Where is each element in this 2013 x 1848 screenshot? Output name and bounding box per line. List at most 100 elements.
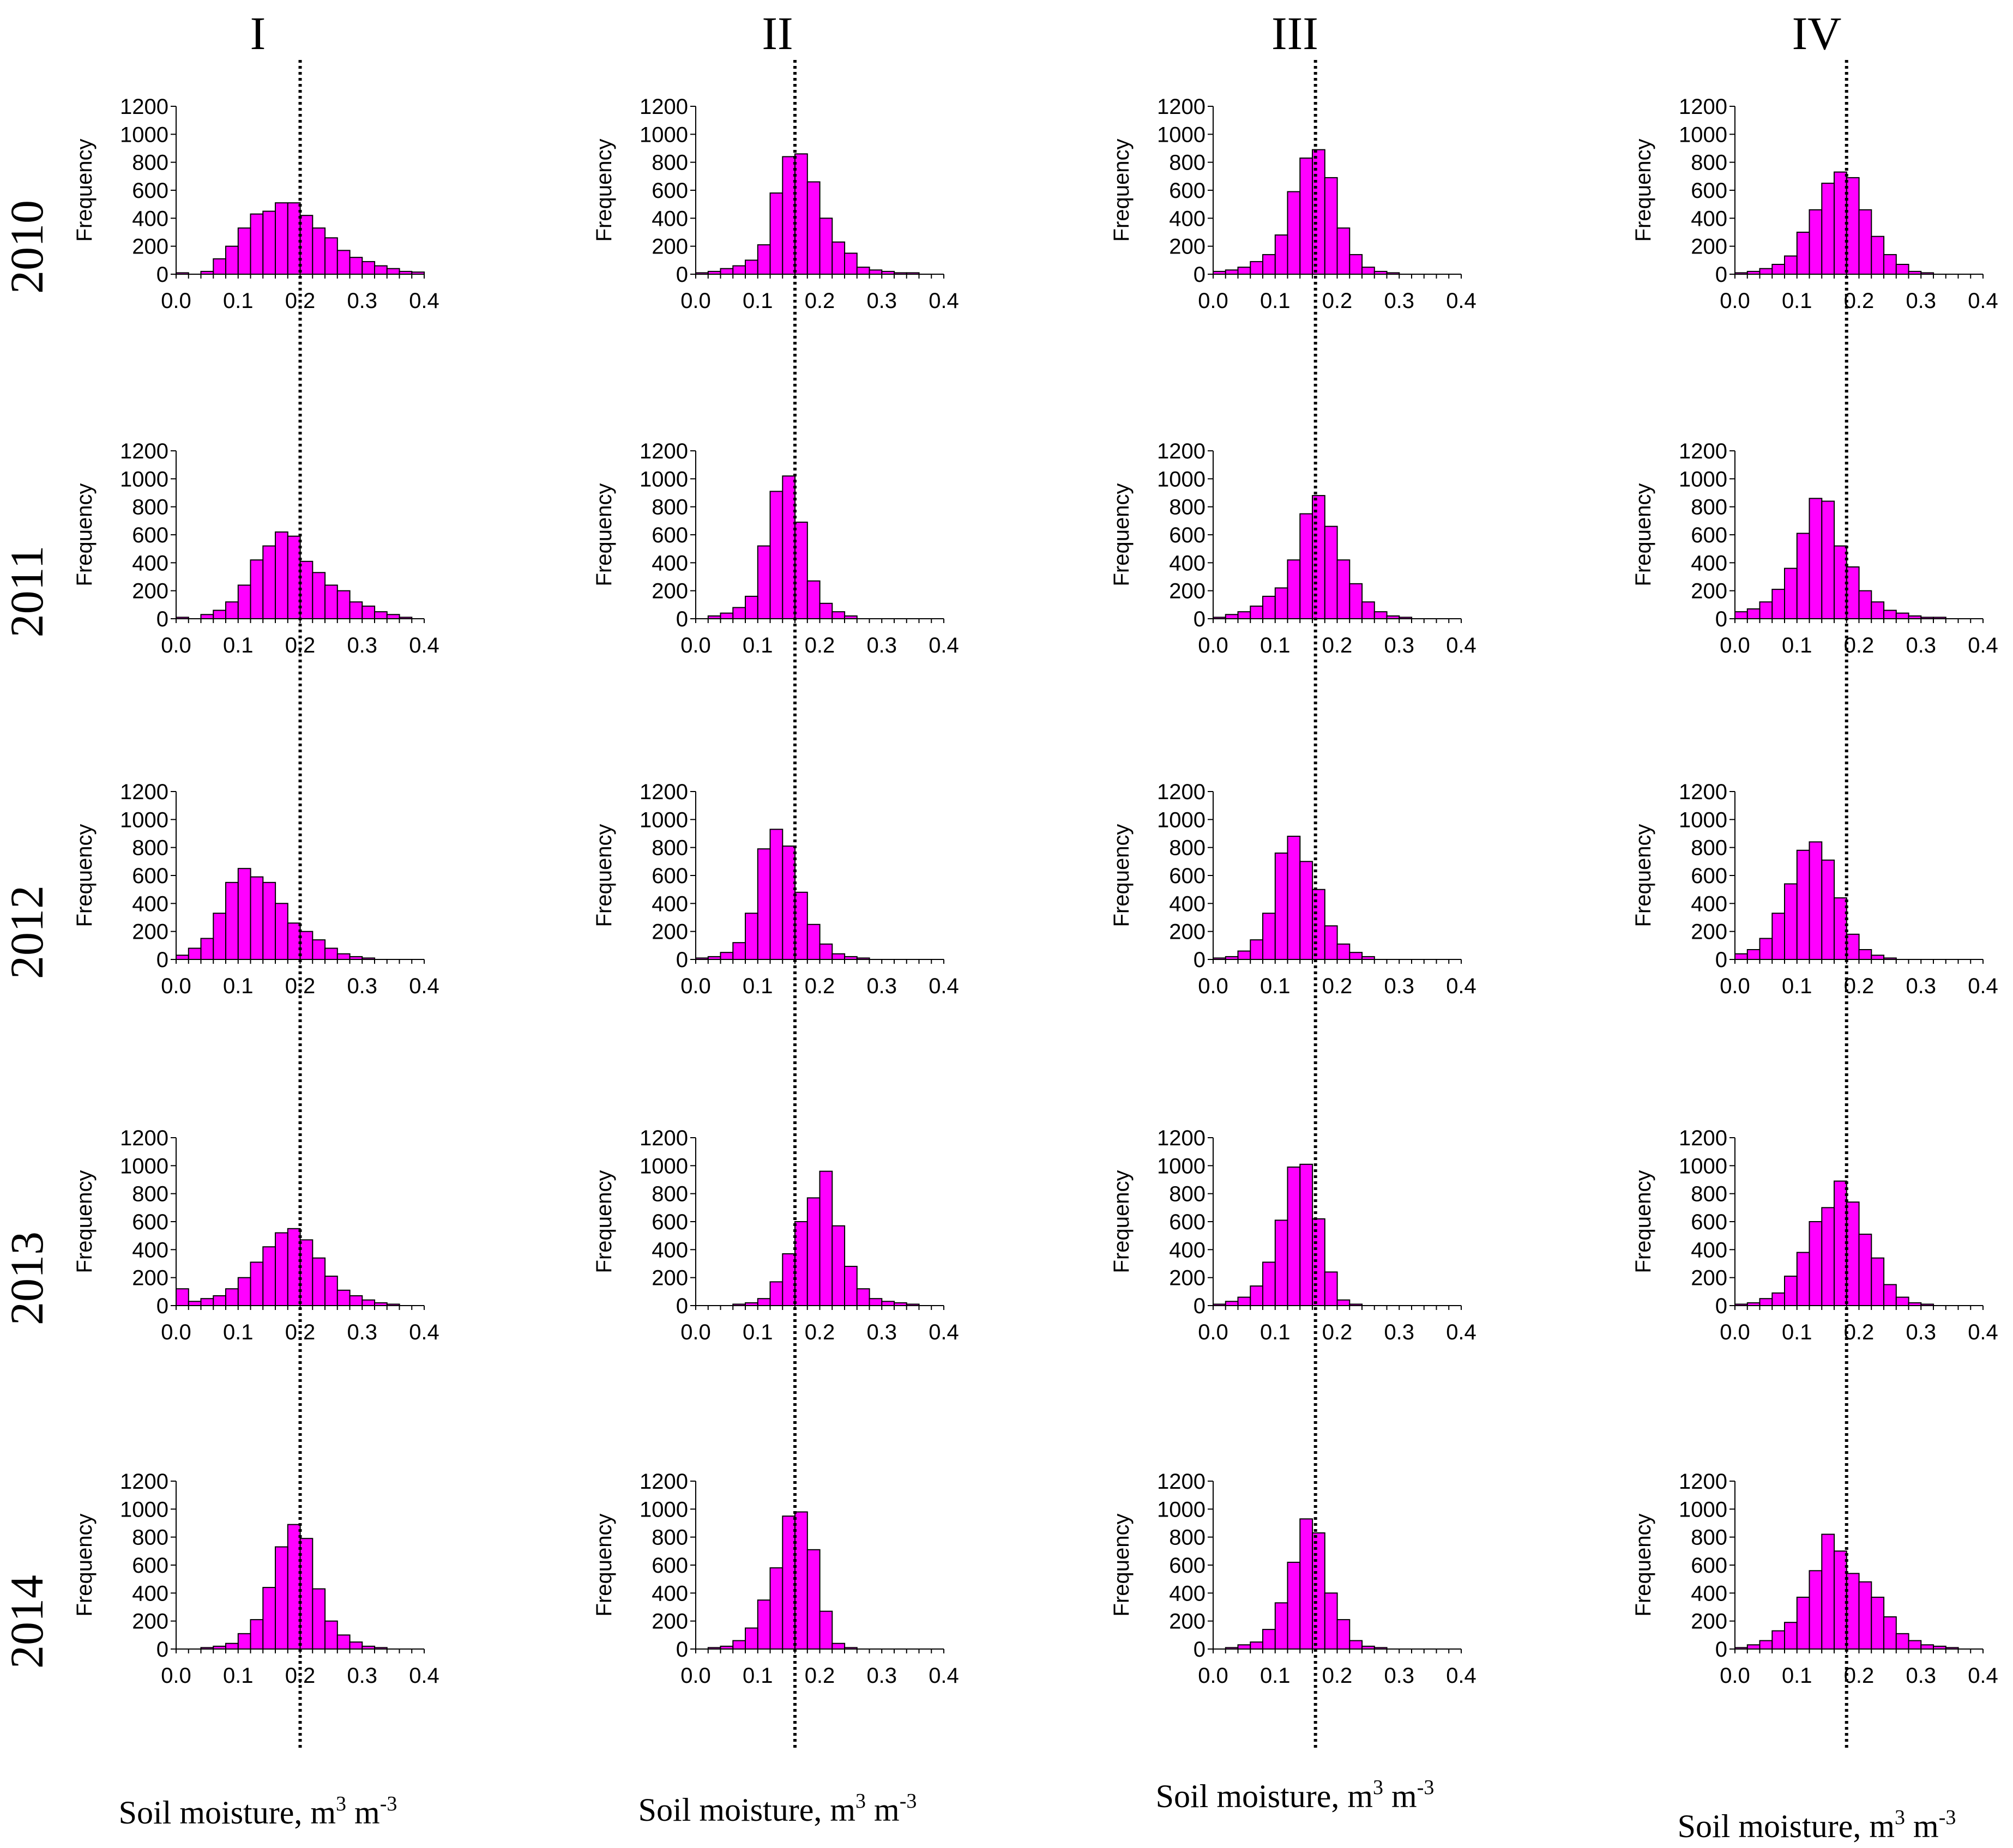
x-tick-label: 0.2 — [1322, 1664, 1353, 1688]
histogram-bar — [287, 1228, 301, 1307]
y-tick-label: 1000 — [1157, 1154, 1206, 1178]
y-tick-label: 600 — [132, 523, 168, 547]
histogram-bar — [1871, 955, 1885, 961]
y-tick-label: 400 — [652, 892, 688, 916]
y-tick-label: 0 — [1715, 607, 1727, 631]
histogram-bar — [1834, 545, 1847, 619]
y-tick-label: 600 — [1691, 864, 1727, 888]
y-tick-label: 600 — [652, 179, 688, 203]
y-tick-label: 600 — [652, 1554, 688, 1578]
histogram-bar — [336, 1289, 351, 1307]
histogram-bar — [225, 601, 239, 619]
x-tick-label: 0.3 — [347, 633, 377, 657]
histogram-bar — [1809, 209, 1823, 275]
y-tick-label: 800 — [1691, 496, 1727, 520]
histogram-bar — [1846, 1573, 1860, 1650]
histogram-bar — [1834, 1550, 1847, 1650]
x-tick-label: 0.2 — [1844, 974, 1875, 998]
y-tick-label: 1200 — [1679, 95, 1727, 119]
y-tick-label: 0 — [1715, 1294, 1727, 1318]
y-tick-label: 0 — [156, 948, 168, 972]
histogram-bar — [275, 202, 288, 275]
y-tick-label: 400 — [652, 1581, 688, 1605]
y-tick-label: 200 — [652, 1266, 688, 1290]
histogram-bar — [856, 267, 870, 275]
histogram-bar — [250, 559, 264, 619]
histogram-bar — [237, 1633, 251, 1650]
x-tick-label: 0.1 — [1782, 289, 1812, 313]
y-tick-label: 400 — [132, 551, 168, 575]
y-tick-label: 0 — [676, 1294, 688, 1318]
histogram-bar — [1858, 590, 1872, 619]
histogram-bar — [1895, 264, 1909, 275]
y-tick-label: 600 — [652, 1210, 688, 1234]
x-tick-label: 0.4 — [1446, 1320, 1476, 1344]
x-tick-label: 0.2 — [805, 1664, 835, 1688]
histogram-bar — [831, 241, 846, 275]
histogram-bar — [237, 227, 251, 275]
y-axis-title: Frequency — [73, 1514, 97, 1617]
unit-exponent: 3 — [1895, 1806, 1905, 1829]
y-tick-label: 1200 — [1157, 439, 1206, 463]
row-label-2010: 2010 — [1, 200, 53, 294]
histogram-bar — [757, 1298, 771, 1306]
panel-IV-2013: 0 200 400 600 800 1000 1200 Frequency 0.0 0.1 0.2 0… — [1631, 1126, 1998, 1344]
histogram-bar — [213, 258, 227, 275]
x-tick-label: 0.1 — [1782, 974, 1812, 998]
y-axis-title: Frequency — [73, 139, 97, 242]
y-tick-label: 600 — [1169, 864, 1206, 888]
y-tick-label: 800 — [652, 836, 688, 860]
unit-exponent: 3 — [1373, 1776, 1383, 1799]
histogram-bar — [336, 250, 351, 275]
histogram-bar — [275, 903, 288, 961]
column-headers: I II III IV — [250, 7, 1842, 59]
histogram-bar — [374, 611, 388, 619]
x-tick-label: 0.1 — [743, 974, 773, 998]
histogram-bar — [225, 881, 239, 961]
histogram-bar — [844, 1266, 858, 1307]
x-tick-label: 0.4 — [409, 1664, 439, 1688]
histogram-bar — [349, 1295, 363, 1306]
histogram-bar — [1336, 943, 1351, 961]
y-axis-title: Frequency — [592, 1170, 616, 1273]
y-tick-label: 800 — [652, 1182, 688, 1206]
y-tick-label: 1200 — [1157, 1470, 1206, 1494]
histogram-bar — [386, 614, 400, 620]
unit-exponent: -3 — [1417, 1776, 1435, 1799]
y-tick-label: 600 — [1169, 1210, 1206, 1234]
x-tick-label: 0.4 — [929, 1320, 959, 1344]
y-axis-title: Frequency — [1110, 824, 1134, 927]
x-tick-label: 0.3 — [866, 1320, 897, 1344]
histogram-bar — [1746, 608, 1761, 619]
y-tick-label: 1000 — [1157, 123, 1206, 147]
x-tick-label: 0.3 — [1384, 1664, 1414, 1688]
histogram-bar — [844, 252, 858, 275]
histogram-bar — [1759, 1640, 1773, 1650]
unit-exponent: 3 — [855, 1790, 866, 1813]
histogram-bar — [324, 1620, 338, 1650]
histogram-bar — [1883, 1284, 1897, 1306]
y-tick-label: 0 — [1715, 263, 1727, 287]
histogram-bar — [1262, 913, 1276, 961]
histogram-bar — [324, 1276, 338, 1307]
histogram-bar — [1759, 268, 1773, 275]
histogram-bar — [831, 1642, 846, 1650]
histogram-bar — [806, 580, 821, 619]
histogram-bar — [1771, 1292, 1786, 1306]
x-tick-label: 0.3 — [347, 1320, 377, 1344]
histogram-bar — [881, 1301, 895, 1307]
y-tick-label: 800 — [1169, 836, 1206, 860]
histogram-bar — [856, 1288, 870, 1306]
histogram-bar — [1262, 1629, 1276, 1650]
histogram-bar — [1796, 1252, 1810, 1306]
histogram-bar — [1759, 601, 1773, 619]
x-tick-label: 0.0 — [1720, 1664, 1750, 1688]
histogram-bar — [1809, 498, 1823, 619]
histogram-bar — [287, 535, 301, 619]
y-tick-label: 0 — [1194, 948, 1206, 972]
row-labels: 2010 2011 2012 2013 2014 — [1, 200, 53, 1669]
row-label-2012: 2012 — [1, 885, 53, 979]
x-tick-label: 0.3 — [866, 633, 897, 657]
y-tick-label: 200 — [132, 579, 168, 603]
histogram-bar — [200, 938, 214, 960]
